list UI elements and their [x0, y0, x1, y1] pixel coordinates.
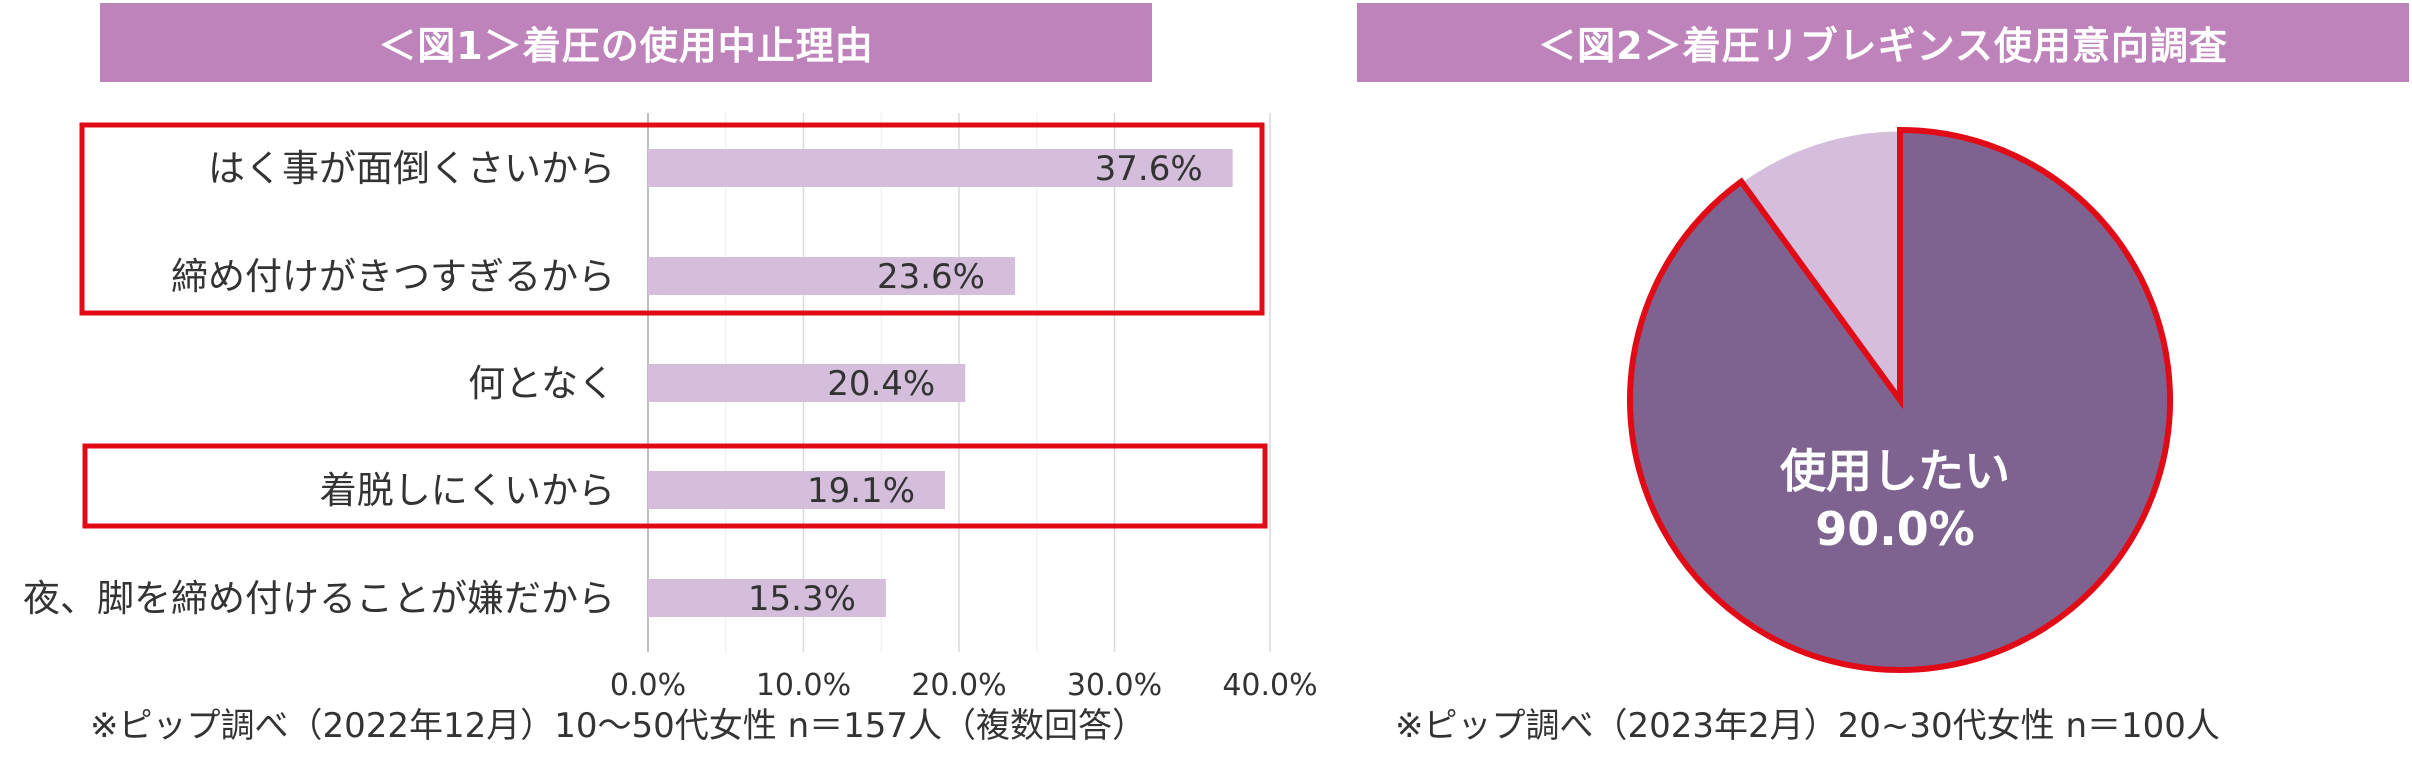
pie-slice-value: 90.0% — [1815, 502, 1975, 556]
category-label: 着脱しにくいから — [320, 469, 615, 512]
x-tick-label: 40.0% — [1222, 668, 1317, 703]
pie-slice-2 — [1739, 128, 1902, 405]
highlight-frame-top — [79, 122, 1265, 316]
value-label: 15.3% — [748, 579, 856, 619]
bar-5 — [648, 579, 886, 617]
bar-3 — [648, 364, 966, 402]
figure1-title: ＜図1＞着圧の使用中止理由 — [100, 3, 1152, 82]
category-label: 何となく — [468, 362, 615, 405]
highlight-frame-bottom — [82, 443, 1268, 529]
category-label: はく事が面倒くさいから — [208, 147, 615, 190]
bar-1 — [648, 149, 1233, 187]
x-tick-label: 10.0% — [756, 668, 851, 703]
x-tick-label: 30.0% — [1067, 668, 1162, 703]
value-label: 37.6% — [1095, 149, 1203, 189]
figure1-footnote: ※ピップ調べ（2022年12月）10〜50代女性 n＝157人（複数回答） — [90, 706, 1147, 746]
pie-highlight-outline — [1627, 126, 2173, 673]
figure2-title: ＜図2＞着圧リブレギンス使用意向調査 — [1357, 3, 2409, 82]
value-label: 20.4% — [827, 364, 935, 404]
figure2-footnote: ※ピップ調べ（2023年2月）20~30代女性 n＝100人 — [1395, 706, 2220, 746]
pie-slice-label: 使用したい — [1780, 444, 2010, 498]
category-label: 夜、脚を締め付けることが嫌だから — [23, 577, 615, 620]
x-tick-label: 0.0% — [610, 668, 686, 703]
x-tick-label: 20.0% — [911, 668, 1006, 703]
bar-4 — [648, 471, 946, 509]
value-label: 23.6% — [877, 257, 985, 297]
bar-2 — [648, 257, 1015, 295]
value-label: 19.1% — [807, 471, 915, 511]
category-label: 締め付けがきつすぎるから — [171, 255, 615, 298]
